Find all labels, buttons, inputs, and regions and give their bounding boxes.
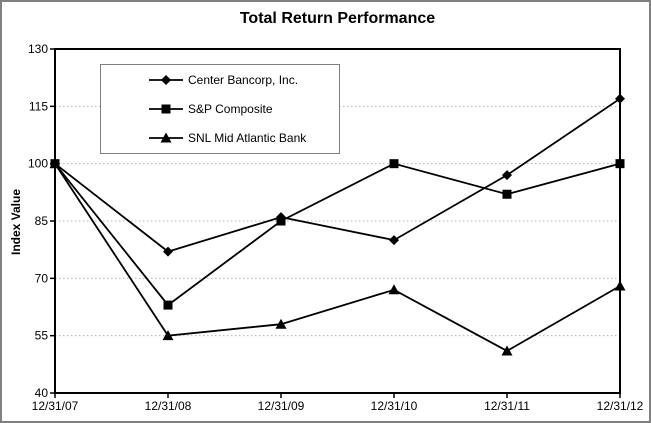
- diamond-marker-icon: [163, 246, 173, 257]
- legend-entry-snl-mid-atlantic: SNL Mid Atlantic Bank: [148, 131, 339, 145]
- series-line-0: [54, 97, 621, 253]
- diamond-marker-icon: [389, 235, 399, 246]
- square-marker-icon: [161, 104, 171, 114]
- square-marker-icon: [502, 189, 512, 199]
- y-tick-label: 55: [35, 329, 49, 343]
- diamond-marker-icon: [161, 74, 171, 85]
- y-tick-label: 115: [29, 99, 48, 113]
- x-tick-label: 12/31/09: [258, 399, 305, 413]
- x-tick-label: 12/31/11: [484, 399, 530, 413]
- x-tick-label: 12/31/07: [32, 399, 79, 413]
- y-tick-label: 130: [28, 42, 48, 56]
- triangle-marker-icon: [501, 345, 513, 356]
- x-tick-label: 12/31/08: [145, 399, 192, 413]
- triangle-marker-icon: [388, 284, 400, 295]
- diamond-marker-icon: [615, 93, 625, 104]
- triangle-marker-icon: [614, 280, 626, 291]
- series-line-1: [54, 162, 621, 307]
- y-tick-label: 100: [28, 157, 48, 171]
- legend-label: SNL Mid Atlantic Bank: [188, 131, 307, 146]
- legend-label: S&P Composite: [188, 101, 273, 116]
- square-marker-icon: [276, 216, 286, 226]
- legend: Center Bancorp, Inc. S&P Composite SNL M…: [100, 64, 340, 154]
- legend-entry-sp-composite: S&P Composite: [148, 102, 339, 116]
- triangle-marker-icon: [162, 330, 174, 341]
- chart-title: Total Return Performance: [239, 10, 436, 27]
- series-line-2: [54, 163, 621, 352]
- legend-entry-center-bancorp: Center Bancorp, Inc.: [148, 73, 339, 87]
- square-marker-icon: [163, 300, 173, 310]
- legend-marker-triangle-icon: [149, 132, 183, 143]
- y-tick-label: 40: [35, 386, 49, 400]
- square-marker-icon: [615, 159, 625, 169]
- y-tick-label: 85: [35, 214, 49, 228]
- y-axis-title: Index Value: [9, 188, 23, 256]
- x-tick-label: 12/31/12: [597, 399, 644, 413]
- legend-marker-square-icon: [149, 104, 183, 114]
- y-tick-label: 70: [35, 271, 49, 285]
- legend-marker-diamond-icon: [149, 74, 183, 85]
- square-marker-icon: [389, 159, 399, 169]
- triangle-marker-icon: [275, 318, 287, 329]
- square-marker-icon: [50, 159, 60, 169]
- x-tick-label: 12/31/10: [371, 399, 418, 413]
- triangle-marker-icon: [160, 132, 172, 143]
- legend-label: Center Bancorp, Inc.: [188, 72, 299, 87]
- diamond-marker-icon: [502, 170, 512, 181]
